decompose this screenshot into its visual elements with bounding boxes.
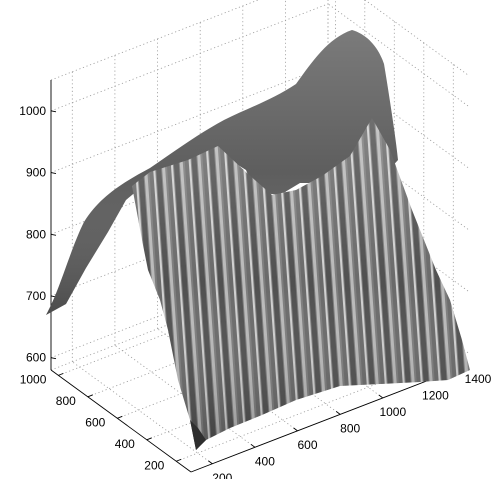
y-tick-label: 800 (56, 394, 76, 408)
surface-back-shade (46, 30, 398, 315)
z-grid-line (50, 3, 329, 112)
x-axis-line (190, 364, 469, 473)
z-grid-line (50, 65, 329, 173)
x-tick-label: 600 (297, 438, 317, 452)
z-tick-mark (50, 233, 57, 236)
surface-front-shade (132, 118, 470, 450)
y-axis-line (50, 369, 192, 473)
x-tick-label: 1000 (379, 405, 406, 419)
y-tick-label: 1000 (20, 372, 47, 386)
surface (46, 30, 470, 450)
z-tick-label: 900 (26, 166, 46, 180)
x-tick-label: 800 (340, 421, 360, 435)
z-tick-mark (50, 357, 57, 360)
y-tick-mark (176, 458, 182, 462)
pane-border (50, 0, 260, 81)
y-tick-mark (146, 437, 152, 441)
surface-front-edge (190, 420, 206, 450)
z-tick-label: 800 (26, 227, 46, 241)
x-tick-mark (293, 427, 298, 432)
y-tick-mark (87, 394, 94, 398)
y-tick-label: 400 (115, 437, 135, 451)
z-tick-mark (50, 110, 57, 113)
z-tick-mark (50, 172, 57, 174)
x-tick-mark (250, 443, 256, 448)
y-tick-mark (117, 415, 123, 419)
x-tick-label: 400 (255, 454, 275, 468)
x-tick-mark (378, 394, 384, 399)
x-tick-label: 1200 (422, 389, 449, 403)
z-tick-label: 700 (26, 289, 46, 303)
x-tick-mark (208, 460, 213, 465)
x-tick-label: 200 (212, 471, 232, 479)
tick-labels: 200 400 600 800 1000 1200 1400 200 400 600 800 1000… (19, 104, 491, 479)
y-tick-mark (58, 372, 64, 376)
y-tick-label: 200 (144, 458, 164, 472)
x-tick-mark (335, 411, 341, 415)
y-tick-label: 600 (85, 415, 105, 429)
x-tick-label: 1400 (465, 372, 492, 386)
z-tick-label: 1000 (19, 104, 46, 118)
z-tick-label: 600 (26, 351, 46, 365)
